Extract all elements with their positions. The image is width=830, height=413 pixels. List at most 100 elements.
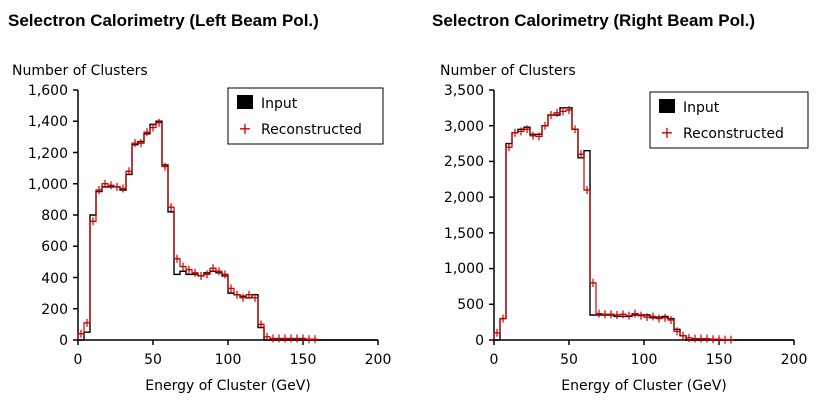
legend-label-reconstructed: Reconstructed	[683, 126, 784, 142]
reconstructed-point	[656, 314, 662, 323]
y-tick-label: 2,500	[444, 154, 484, 170]
y-tick-label: 1,500	[444, 226, 484, 242]
reconstructed-point	[596, 309, 602, 318]
reconstructed-point	[246, 290, 252, 299]
reconstructed-point	[168, 203, 174, 212]
chart-right: Selectron Calorimetry (Right Beam Pol.) …	[432, 11, 809, 394]
reconstructed-point	[96, 186, 102, 194]
reconstructed-point	[120, 184, 126, 193]
reconstructed-point	[180, 262, 186, 271]
reconstructed-point	[114, 182, 120, 191]
plot-area	[493, 106, 794, 344]
reconstructed-point	[542, 121, 548, 130]
reconstructed-point	[626, 311, 632, 320]
reconstructed-point	[162, 162, 168, 171]
y-axis: 0 500 1,000 1,500 2,000 2,500 3,000 3,50…	[444, 83, 495, 349]
reconstructed-point	[108, 181, 114, 190]
reconstructed-point	[692, 334, 698, 343]
reconstructed-point	[524, 125, 530, 134]
reconstructed-point	[602, 310, 608, 319]
reconstructed-point	[216, 267, 222, 276]
reconstructed-point	[632, 309, 638, 318]
reconstructed-point	[584, 186, 590, 194]
reconstructed-point	[276, 334, 282, 343]
reconstructed-point	[282, 334, 288, 343]
chart-left: Selectron Calorimetry (Left Beam Pol.) N…	[8, 11, 391, 394]
reconstructed-point	[716, 335, 722, 344]
legend: Input + Reconstructed	[227, 87, 384, 145]
reconstructed-point	[102, 179, 108, 188]
reconstructed-point	[150, 123, 156, 132]
reconstructed-point	[548, 111, 554, 119]
reconstructed-point	[698, 334, 704, 343]
reconstructed-point	[560, 107, 566, 116]
reconstructed-point	[590, 278, 596, 287]
reconstructed-point	[614, 311, 620, 319]
reconstructed-point	[566, 106, 572, 114]
plot-area	[77, 118, 378, 344]
reconstructed-point	[620, 310, 626, 319]
chart-title: Selectron Calorimetry (Left Beam Pol.)	[8, 11, 319, 30]
reconstructed-point	[608, 310, 614, 319]
legend: Input + Reconstructed	[649, 91, 809, 149]
reconstructed-point	[174, 254, 180, 263]
reconstructed-point	[306, 335, 312, 344]
y-tick-label: 800	[41, 208, 68, 224]
x-ticks: 0 50 100 150 200	[74, 340, 391, 368]
y-tick-label: 0	[59, 333, 68, 349]
legend-label-input: Input	[683, 100, 720, 116]
x-tick-label: 100	[631, 352, 658, 368]
reconstructed-point	[84, 318, 90, 327]
y-tick-label: 3,500	[444, 83, 484, 99]
reconstructed-point	[138, 139, 144, 148]
reconstructed-point	[572, 125, 578, 134]
reconstructed-point	[644, 313, 650, 322]
reconstructed-point	[78, 329, 84, 338]
legend-box	[649, 91, 809, 149]
reconstructed-point	[686, 333, 692, 342]
reconstructed-point	[578, 150, 584, 159]
reconstructed-point	[554, 108, 560, 117]
y-tick-label: 500	[457, 297, 484, 313]
reconstructed-point	[240, 293, 246, 302]
x-axis: 0 50 100 150 200	[490, 339, 807, 368]
reconstructed-point	[638, 311, 644, 320]
reconstructed-point	[674, 327, 680, 336]
reconstructed-point	[536, 132, 542, 141]
reconstructed-point	[228, 284, 234, 293]
y-tick-label: 1,000	[444, 261, 484, 277]
legend-marker-reconstructed: +	[238, 119, 251, 138]
reconstructed-point	[704, 334, 710, 343]
reconstructed-point	[252, 293, 258, 302]
reconstructed-point	[126, 167, 132, 176]
reconstructed-point	[728, 335, 734, 344]
x-tick-label: 50	[144, 352, 162, 368]
x-tick-label: 100	[215, 352, 242, 368]
reconstructed-point	[258, 320, 264, 329]
reconstructed-point	[156, 118, 162, 127]
reconstructed-point	[530, 131, 536, 140]
reconstructed-point	[294, 334, 300, 343]
reconstructed-point	[132, 139, 138, 148]
reconstructed-point	[312, 335, 318, 344]
reconstructed-point	[90, 217, 96, 226]
reconstructed-point	[668, 316, 674, 324]
x-tick-label: 50	[560, 352, 578, 368]
x-tick-label: 150	[706, 352, 733, 368]
legend-marker-reconstructed: +	[660, 123, 673, 142]
reconstructed-point	[512, 128, 518, 137]
y-tick-label: 2,000	[444, 190, 484, 206]
x-tick-label: 150	[290, 352, 317, 368]
legend-swatch-input	[237, 95, 253, 109]
y-tick-label: 400	[41, 271, 68, 287]
x-axis-label: Energy of Cluster (GeV)	[145, 378, 311, 394]
y-axis-label: Number of Clusters	[12, 63, 148, 79]
legend-swatch-input	[659, 99, 675, 113]
legend-label-input: Input	[261, 96, 298, 112]
reconstructed-point	[198, 271, 204, 280]
reconstructed-point	[186, 265, 192, 274]
reconstructed-point	[264, 332, 270, 341]
x-ticks: 0 50 100 150 200	[490, 340, 807, 368]
reconstructed-point	[270, 334, 276, 343]
